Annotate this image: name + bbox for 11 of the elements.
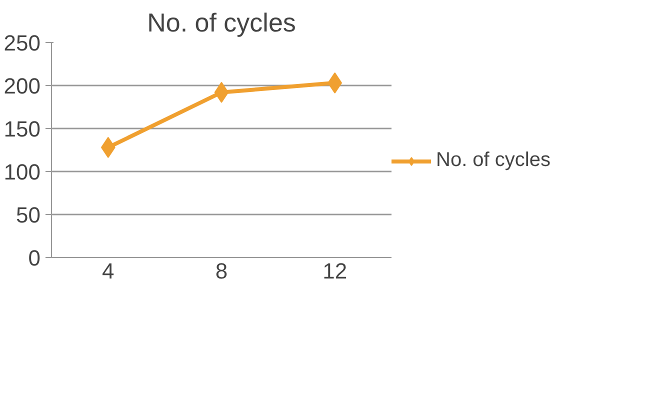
- y-tick-label: 100: [4, 160, 41, 184]
- y-tick-label: 250: [4, 30, 41, 56]
- y-tick-label: 0: [28, 246, 41, 270]
- x-tick-label: 8: [215, 258, 228, 284]
- y-tick-label: 150: [4, 116, 41, 142]
- chart-title: No. of cycles: [147, 8, 296, 38]
- y-tick-label: 50: [16, 202, 41, 228]
- y-tick-label: 200: [4, 74, 41, 98]
- x-tick-label: 4: [102, 258, 114, 284]
- x-tick-label: 12: [322, 258, 348, 284]
- legend-label: No. of cycles: [436, 149, 550, 172]
